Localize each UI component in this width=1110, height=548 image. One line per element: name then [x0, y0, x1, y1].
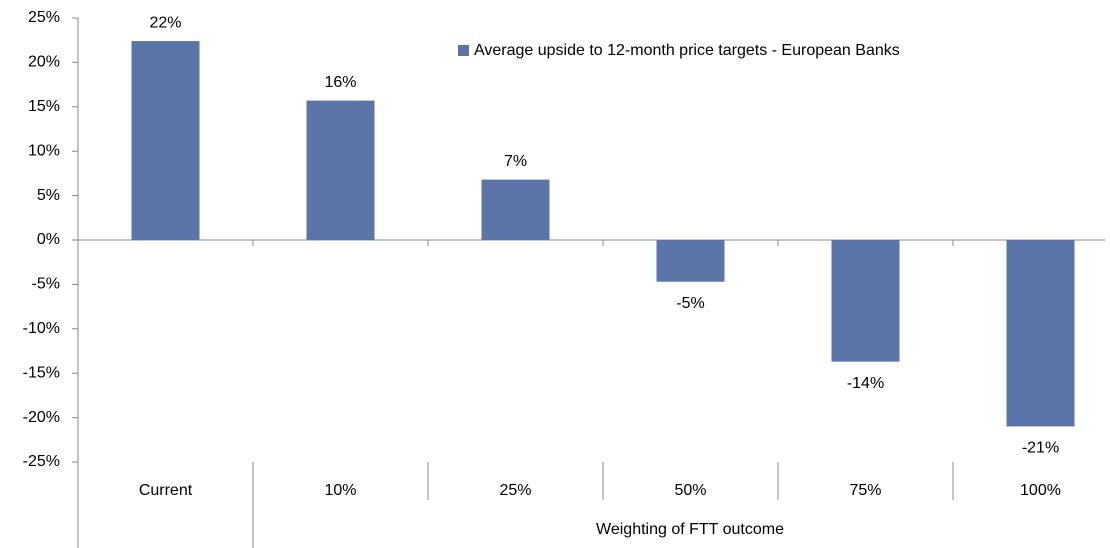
- y-tick-label: 5%: [37, 187, 60, 204]
- y-tick-label: -15%: [23, 364, 60, 381]
- data-label: -5%: [676, 295, 704, 312]
- data-label: 16%: [324, 74, 356, 91]
- x-tick-label: 100%: [1020, 482, 1061, 499]
- x-tick-label: 50%: [674, 482, 706, 499]
- y-tick-label: 0%: [37, 231, 60, 248]
- data-label: 7%: [504, 153, 527, 170]
- legend-swatch: [458, 45, 469, 56]
- data-label: -14%: [847, 375, 884, 392]
- bar: [656, 240, 725, 282]
- data-label: -21%: [1022, 440, 1059, 457]
- bar: [131, 41, 200, 241]
- y-tick-label: 25%: [28, 9, 60, 26]
- bar: [1006, 240, 1075, 427]
- y-tick-label: 15%: [28, 98, 60, 115]
- data-label: 22%: [149, 14, 181, 31]
- x-tick-label: 25%: [499, 482, 531, 499]
- bar: [306, 100, 375, 240]
- y-tick-label: 20%: [28, 54, 60, 71]
- legend-label: Average upside to 12-month price targets…: [474, 42, 900, 59]
- x-tick-label: 75%: [849, 482, 881, 499]
- y-tick-label: -25%: [23, 453, 60, 470]
- y-tick-label: 10%: [28, 142, 60, 159]
- bar: [481, 179, 550, 240]
- x-tick-label: Current: [139, 482, 193, 499]
- y-tick-label: -10%: [23, 320, 60, 337]
- x-group-label: Weighting of FTT outcome: [596, 521, 784, 538]
- y-tick-label: -5%: [32, 276, 60, 293]
- y-tick-label: -20%: [23, 409, 60, 426]
- bar: [831, 240, 900, 362]
- x-tick-label: 10%: [324, 482, 356, 499]
